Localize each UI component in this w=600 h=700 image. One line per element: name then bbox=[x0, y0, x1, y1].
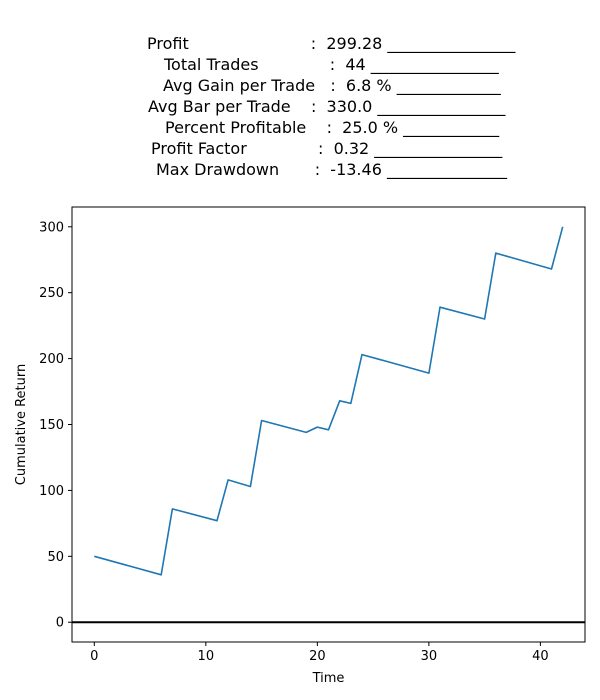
x-tick-label: 40 bbox=[532, 649, 549, 664]
stat-avg-bar: Avg Bar per Trade : 330.0 ______________… bbox=[148, 97, 506, 116]
stat-percent-profitable: Percent Profitable : 25.0 % ____________ bbox=[165, 118, 500, 137]
x-tick-label: 0 bbox=[90, 649, 98, 664]
y-tick-label: 300 bbox=[39, 220, 64, 235]
x-axis-label: Time bbox=[312, 671, 345, 686]
x-tick-label: 10 bbox=[198, 649, 215, 664]
x-tick-label: 20 bbox=[309, 649, 326, 664]
y-axis-label: Cumulative Return bbox=[14, 364, 29, 485]
stat-total-trades: Total Trades : 44 ________________ bbox=[164, 55, 499, 74]
trade-stats-block: Profit : 299.28 ________________ Total T… bbox=[0, 0, 600, 190]
y-tick-label: 150 bbox=[39, 418, 64, 433]
stat-max-drawdown: Max Drawdown : -13.46 _______________ bbox=[156, 160, 507, 179]
y-tick-label: 50 bbox=[47, 550, 64, 565]
cumulative-return-line bbox=[94, 226, 564, 576]
axis-ticks: 0 10 20 30 40 0 50 100 150 200 250 300 bbox=[39, 220, 548, 664]
stat-avg-gain: Avg Gain per Trade : 6.8 % _____________ bbox=[163, 76, 501, 95]
y-tick-label: 100 bbox=[39, 484, 64, 499]
y-tick-label: 250 bbox=[39, 286, 64, 301]
y-tick-label: 0 bbox=[56, 616, 64, 631]
stat-profit-factor: Profit Factor : 0.32 ________________ bbox=[151, 139, 503, 158]
plot-frame bbox=[71, 206, 586, 643]
x-tick-label: 30 bbox=[421, 649, 438, 664]
stat-profit: Profit : 299.28 ________________ bbox=[147, 34, 516, 53]
y-tick-label: 200 bbox=[39, 352, 64, 367]
